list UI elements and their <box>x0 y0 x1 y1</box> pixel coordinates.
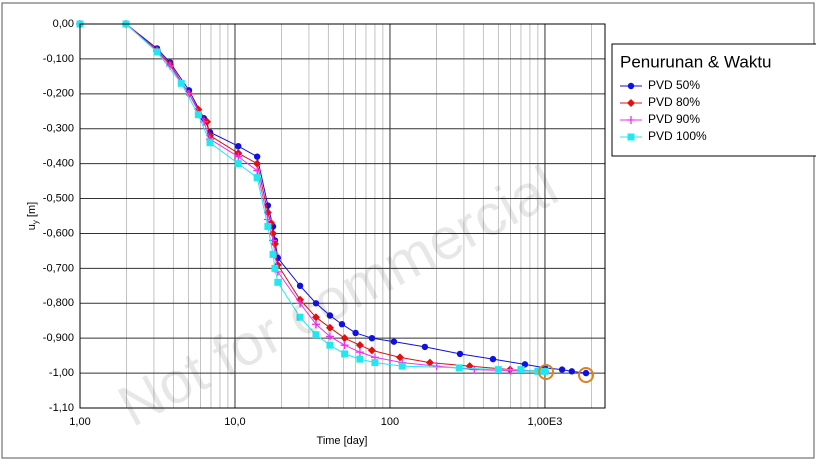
x-tick-label: 100 <box>381 416 399 428</box>
point <box>296 282 304 290</box>
y-tick-label: -0,300 <box>43 123 74 135</box>
y-tick-label: -0,700 <box>43 262 74 274</box>
legend-marker <box>627 116 635 124</box>
legend-marker <box>627 99 635 107</box>
point <box>311 313 320 322</box>
plot-border <box>79 23 606 409</box>
point <box>185 89 194 98</box>
legend-box <box>611 43 816 157</box>
point <box>312 331 320 339</box>
point <box>177 79 185 87</box>
y-label-sub: y <box>31 220 40 224</box>
y-tick-label: -0,200 <box>43 88 74 100</box>
point <box>325 332 334 341</box>
point <box>253 159 262 168</box>
series-line <box>80 23 545 372</box>
point <box>263 215 272 224</box>
legend-title: Penurunan & Waktu <box>620 52 772 71</box>
y-tick-label: -0,800 <box>43 297 74 309</box>
point <box>455 364 463 372</box>
point <box>269 250 277 258</box>
point <box>311 320 320 329</box>
y-tick-label: 0,00 <box>53 18 74 30</box>
point <box>234 160 242 168</box>
point <box>558 366 566 373</box>
point <box>368 334 376 342</box>
point <box>340 341 349 350</box>
y-tick-label: -0,100 <box>43 53 74 65</box>
highlight <box>578 367 594 383</box>
y-label-unit: [m] <box>26 202 38 217</box>
point <box>340 334 349 343</box>
y-tick-label: -1,10 <box>49 402 74 414</box>
point <box>456 350 464 358</box>
point <box>194 111 202 119</box>
point <box>541 367 549 375</box>
y-axis-label: uy [m] <box>26 202 40 230</box>
x-tick-label: 1,00 <box>69 416 90 428</box>
y-label-main: u <box>26 224 38 230</box>
series-line <box>80 23 587 374</box>
point <box>325 323 334 332</box>
point <box>352 329 359 337</box>
legend-label: PVD 50% <box>648 78 700 92</box>
legend-label: PVD 80% <box>648 95 700 109</box>
highlight <box>538 364 554 380</box>
legend-marker <box>627 82 635 90</box>
point <box>517 366 525 374</box>
x-axis-label: Time [day] <box>317 435 368 447</box>
point <box>432 362 441 371</box>
y-tick-label: -0,900 <box>43 332 74 344</box>
y-tick-label: -0,500 <box>43 192 74 204</box>
point <box>371 359 379 367</box>
point <box>312 300 320 307</box>
legend-label: PVD 90% <box>648 112 700 126</box>
point <box>341 350 349 358</box>
point <box>153 48 161 56</box>
point <box>356 355 364 363</box>
point <box>390 338 398 345</box>
point <box>326 341 334 349</box>
point <box>521 361 529 368</box>
point <box>338 321 346 328</box>
point <box>326 312 334 319</box>
point <box>206 139 214 147</box>
point <box>470 365 479 374</box>
point <box>264 222 272 230</box>
point <box>582 369 590 377</box>
point <box>355 348 364 357</box>
point <box>534 367 542 375</box>
legend-marker <box>627 133 635 141</box>
series-line <box>80 23 545 372</box>
point <box>296 299 305 308</box>
point <box>271 264 279 272</box>
point <box>355 341 364 350</box>
point <box>296 313 304 321</box>
point <box>494 366 502 374</box>
legend-label: PVD 100% <box>648 129 707 143</box>
series-layer <box>76 20 590 377</box>
point <box>253 166 262 175</box>
y-tick-label: -0,400 <box>43 158 74 170</box>
point <box>234 152 243 161</box>
x-tick-label: 1,00E3 <box>528 416 563 428</box>
point <box>489 355 497 363</box>
point <box>253 174 261 182</box>
point <box>421 343 429 351</box>
point <box>506 366 515 375</box>
point <box>235 142 242 150</box>
y-tick-label: -1,00 <box>49 367 74 379</box>
point <box>367 346 376 355</box>
y-tick-label: -0,600 <box>43 227 74 239</box>
x-tick-label: 10,0 <box>224 416 245 428</box>
point <box>568 368 576 375</box>
point <box>425 358 434 367</box>
point <box>398 362 406 370</box>
point <box>274 278 282 286</box>
point <box>253 153 261 160</box>
